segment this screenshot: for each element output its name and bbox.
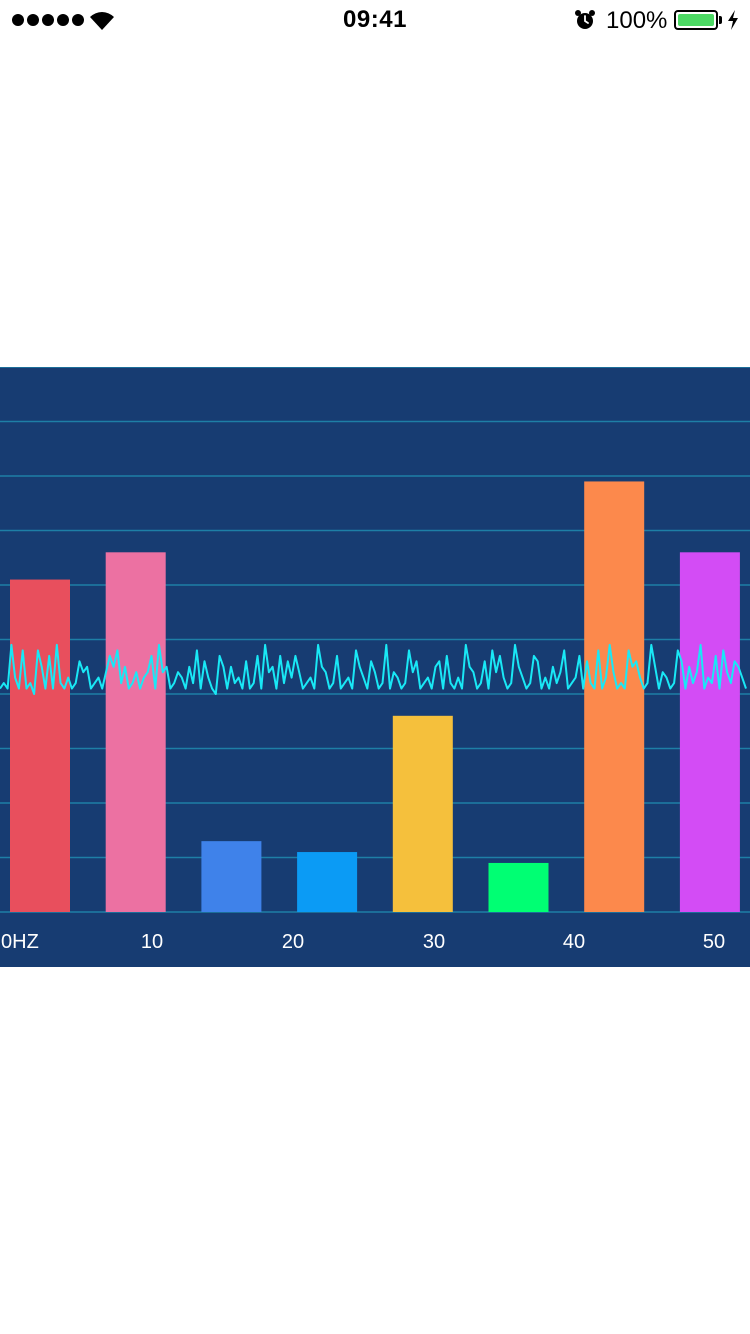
bar-7 <box>584 481 645 912</box>
x-tick-label: 30 <box>423 931 445 953</box>
bar-1 <box>10 579 70 912</box>
bar-6 <box>488 862 549 912</box>
charging-bolt-icon <box>728 10 738 30</box>
battery-fill <box>678 14 714 26</box>
x-tick-label: 50 <box>703 931 725 953</box>
chart-panel: 0HZ 10 20 30 40 50 <box>0 367 750 967</box>
battery-tip <box>719 16 722 24</box>
frequency-bar-chart: 0HZ 10 20 30 40 50 <box>0 367 750 953</box>
chart-waveform <box>0 643 747 695</box>
bar-5 <box>392 715 453 912</box>
wifi-icon <box>90 12 114 30</box>
bar-2 <box>105 552 166 912</box>
x-tick-label: 0HZ <box>1 931 39 953</box>
battery-percent: 100% <box>606 7 668 34</box>
waveform-line <box>0 643 747 695</box>
battery-icon <box>674 10 718 30</box>
chart-x-ticks: 0HZ 10 20 30 40 50 <box>1 931 725 953</box>
bar-3 <box>201 841 262 912</box>
x-tick-label: 10 <box>141 931 163 953</box>
x-tick-label: 20 <box>282 931 304 953</box>
status-time: 09:41 <box>343 6 407 33</box>
signal-dots-icon <box>12 14 84 26</box>
bar-4 <box>297 852 358 912</box>
x-tick-label: 40 <box>563 931 585 953</box>
alarm-icon <box>575 10 595 29</box>
status-bar: 09:41 100% <box>0 0 750 40</box>
chart-bars <box>10 481 740 912</box>
bar-8 <box>679 552 740 912</box>
